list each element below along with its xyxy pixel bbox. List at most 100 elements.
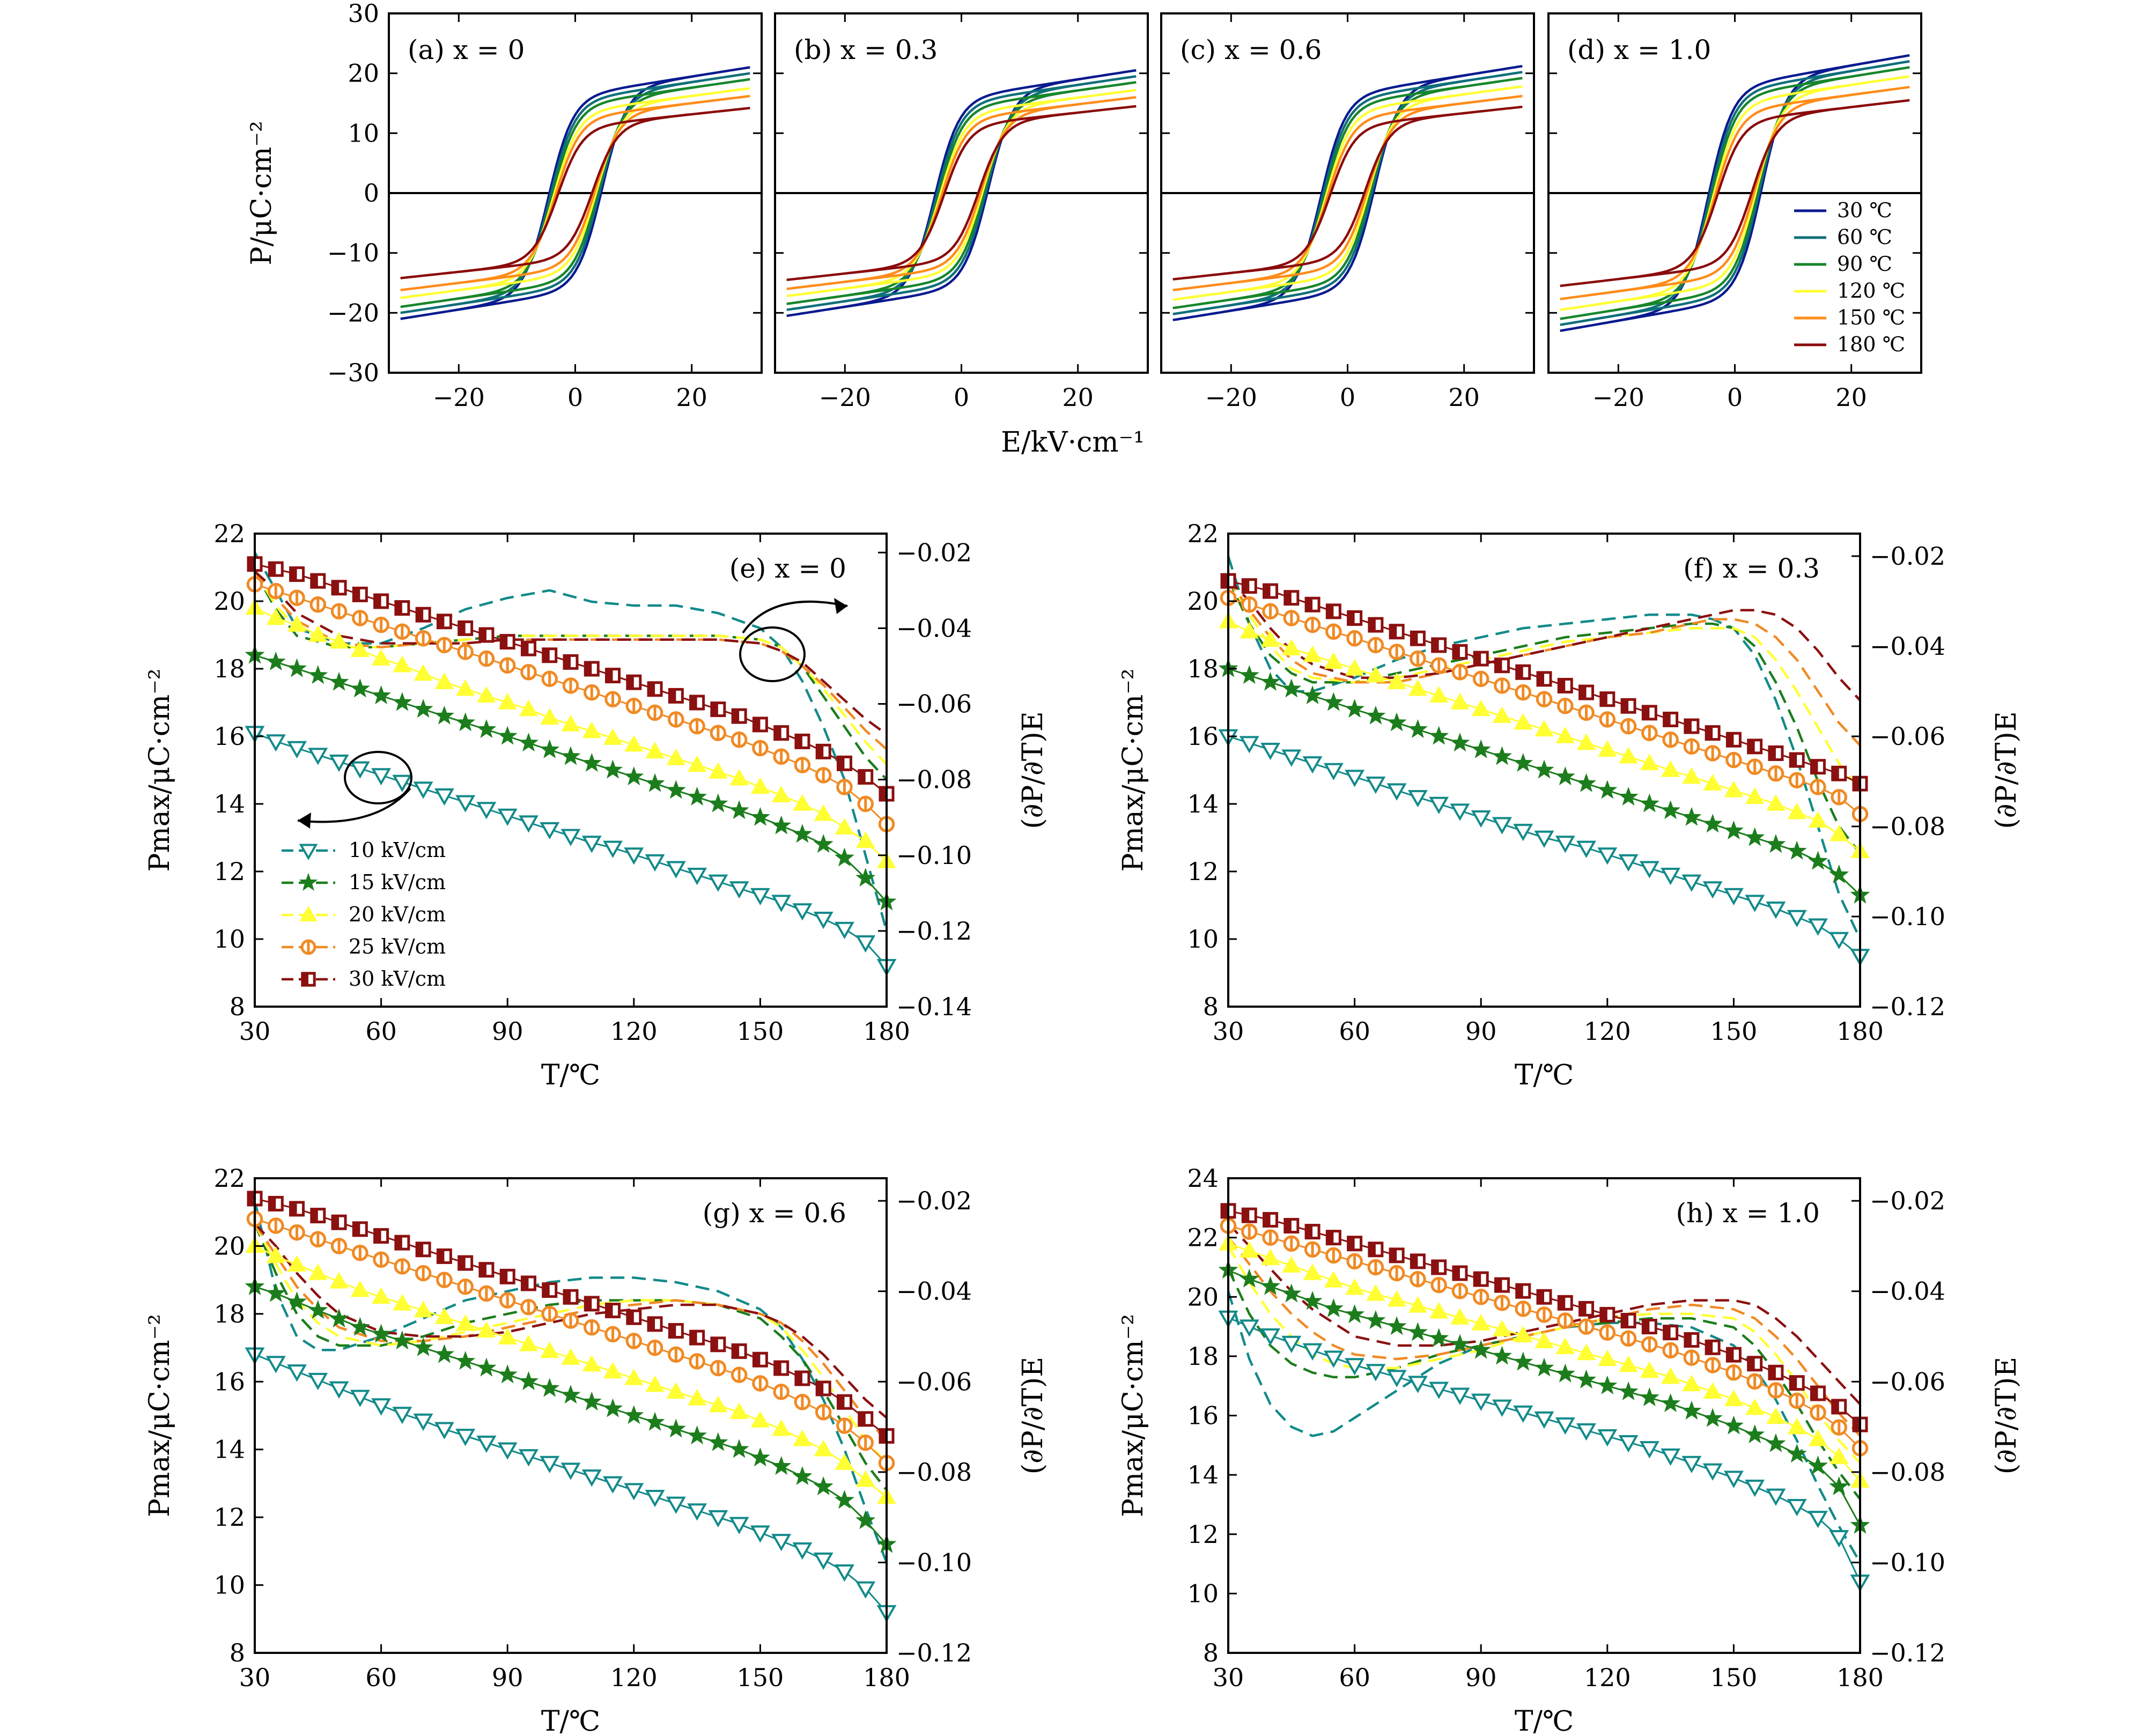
marker-fill [1832,1400,1839,1413]
pmax-point [1431,637,1447,653]
pmax-point [478,1262,495,1278]
pmax-point [1640,1361,1659,1378]
pt-panel-g: 30 60 90 120 150 180 8 10 12 14 16 18 20 22 −0.12 −0.10… [144,1164,1049,1736]
panel-title: (c) x = 0.6 [1180,34,1322,65]
pmax-point [1515,664,1531,680]
pmax-point [1323,1350,1344,1368]
axes-frame [1227,533,1861,1008]
marker-fill [1538,1290,1544,1304]
pmax-point [1599,691,1616,707]
pmax-point [350,761,370,779]
pmax-point [1515,684,1531,701]
marker-fill [1580,1302,1587,1316]
pmax-point [689,1353,705,1370]
xtick-label: 60 [1339,1017,1370,1046]
y2tick-label: −0.06 [1870,1367,1945,1396]
pmax-point [1302,685,1323,705]
pmax-point [1260,1276,1280,1295]
panel-title: (g) x = 0.6 [703,1198,846,1229]
pmax-point [1536,671,1552,687]
pmax-point [308,748,328,765]
pmax-point [455,1429,476,1446]
pmax-point [773,748,790,765]
marker-fill [1474,1273,1481,1286]
ytick-label: 18 [1187,654,1219,683]
pmax-point [1578,1301,1595,1317]
pmax-point [792,903,813,921]
ytick-label: 16 [213,722,245,751]
ytick-label: 24 [1187,1164,1219,1193]
pmax-point [1661,1393,1681,1413]
xtick-label: 90 [492,1663,523,1692]
pmax-point [456,679,475,696]
pmax-point [624,1405,644,1424]
pe-xlabel: E/kV·cm⁻¹ [1001,426,1145,459]
pmax-point [1471,1340,1491,1359]
dpdt-curve-s20 [254,1223,888,1464]
ytick-label: 20 [213,587,245,616]
pmax-point [560,829,581,846]
pmax-point [1452,644,1468,660]
ylabel-left: Pmax/μC·cm⁻² [144,1314,176,1517]
pmax-point [1682,1375,1701,1392]
dpdt-curve-s30 [1227,578,1861,701]
marker-fill [1559,679,1566,692]
pmax-point [1260,671,1280,691]
marker-fill [1790,1376,1797,1390]
marker-fill [1664,1326,1671,1339]
pmax-point [813,1476,833,1495]
marker-fill [374,595,381,608]
pmax-point [542,647,558,663]
xtick-label: 120 [1584,1017,1631,1046]
pmax-point [1808,1429,1828,1446]
pmax-point [1704,745,1721,762]
legend-label: 30 kV/cm [349,967,446,991]
marker-fill [774,1362,781,1375]
pmax-point [1240,1241,1259,1258]
panel-title: (b) x = 0.3 [794,34,938,65]
panel-title: (f) x = 0.3 [1683,553,1820,584]
pmax-point [1724,1390,1743,1406]
pmax-point [415,1265,432,1282]
pe-panel-d: −20 0 20 (d) x = 1.0 30 ℃ 60 ℃ 90 ℃ 120 ℃ 150 ℃ 1… [1547,12,1922,412]
pmax-point [1597,780,1618,799]
pmax-point [394,1258,411,1275]
pmax-point [1766,1433,1786,1452]
pmax-point [289,1201,305,1217]
pmax-point [1535,1332,1554,1348]
pmax-point [1450,733,1470,752]
pmax-point [1831,765,1847,781]
pmax-point [1810,1385,1826,1401]
pmax-point [352,610,368,626]
pmax-point [1452,1265,1468,1281]
marker-fill [1432,638,1439,652]
pmax-point [1302,1343,1323,1361]
pmax-point [287,1364,307,1382]
xlabel: T/℃ [1515,1059,1574,1091]
xtick-label: 180 [863,1017,910,1046]
pmax-point [1683,1349,1700,1366]
pmax-point [1345,1358,1365,1376]
y2tick-label: −0.10 [896,841,972,870]
pmax-point [1303,645,1322,662]
pmax-point [1723,1471,1744,1488]
pmax-point [1450,1387,1470,1405]
pmax-point [835,818,854,834]
pmax-point [731,1366,748,1383]
marker-fill [311,1209,318,1222]
y2tick-label: −0.08 [1870,1458,1945,1487]
pmax-point [1702,814,1723,833]
xtick-label: −20 [1592,383,1644,412]
pmax-point [794,757,811,773]
pmax-point [476,1435,497,1453]
pmax-point [668,711,684,728]
y2tick-label: −0.10 [1870,1548,1945,1577]
pmax-point [289,566,305,582]
pmax-point [1683,738,1700,755]
pmax-point [1451,664,1469,681]
pmax-point [1831,1399,1847,1415]
xtick-label: 90 [1465,1663,1497,1692]
annotation-ellipse-right [739,626,806,682]
pmax-point [434,1344,454,1363]
pmax-point [520,1298,537,1316]
